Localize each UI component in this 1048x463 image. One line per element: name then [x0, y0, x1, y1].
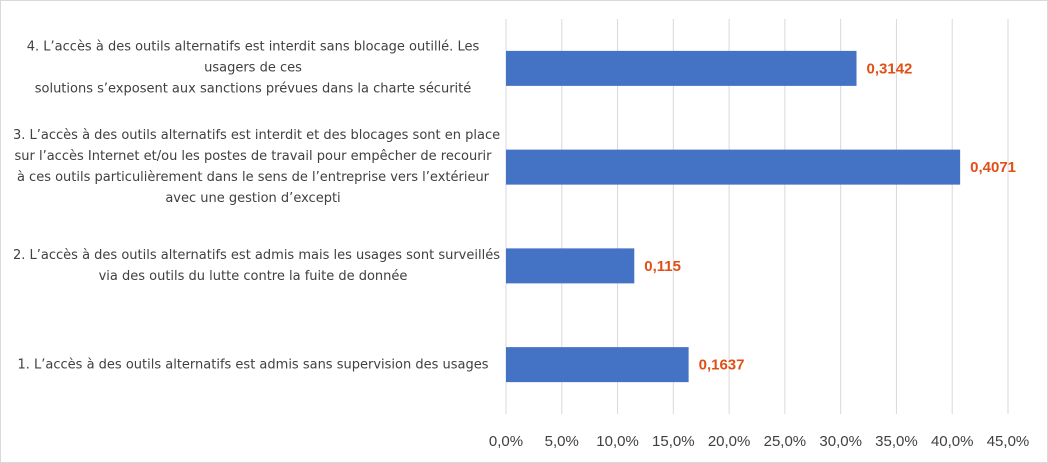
category-label: 3. L’accès à des outils alternatifs est … — [13, 125, 501, 209]
category-label: 4. L’accès à des outils alternatifs est … — [13, 37, 493, 100]
x-tick-label: 15,0% — [652, 433, 695, 450]
category-label-line: solutions s’exposent aux sanctions prévu… — [34, 81, 472, 97]
bar — [506, 50, 857, 86]
category-label-line: via des outils du lutte contre la fuite … — [98, 268, 408, 284]
x-tick-label: 5,0% — [545, 433, 579, 450]
category-label-line: 2. L’accès à des outils alternatifs est … — [13, 247, 500, 263]
x-tick-label: 40,0% — [931, 433, 974, 450]
category-label-line: 1. L’accès à des outils alternatifs est … — [17, 357, 489, 373]
x-tick-label: 20,0% — [708, 433, 751, 450]
category-label-line: usagers de ces — [204, 60, 302, 76]
bar — [506, 149, 961, 185]
bar — [506, 347, 689, 383]
category-label: 1. L’accès à des outils alternatifs est … — [13, 354, 493, 375]
bar-data-label: 0,1637 — [699, 357, 745, 374]
bar-data-label: 0,115 — [644, 258, 681, 275]
category-label-line: 4. L’accès à des outils alternatifs est … — [26, 39, 480, 55]
category-label-line: sur l’accès Internet et/ou les postes de… — [14, 149, 492, 165]
bar — [506, 248, 635, 284]
category-label: 2. L’accès à des outils alternatifs est … — [13, 245, 500, 287]
x-tick-label: 45,0% — [987, 433, 1030, 450]
category-label-line: avec une gestion d’excepti — [165, 191, 341, 207]
x-tick-label: 0,0% — [489, 433, 523, 450]
x-tick-label: 35,0% — [875, 433, 918, 450]
category-label-line: 3. L’accès à des outils alternatifs est … — [13, 128, 501, 144]
bar-data-label: 0,4071 — [970, 159, 1016, 176]
category-label-line: à ces outils particulièrement dans le se… — [16, 170, 490, 186]
x-tick-label: 30,0% — [819, 433, 862, 450]
bar-data-label: 0,3142 — [867, 60, 913, 77]
x-tick-label: 25,0% — [764, 433, 807, 450]
x-tick-label: 10,0% — [596, 433, 639, 450]
